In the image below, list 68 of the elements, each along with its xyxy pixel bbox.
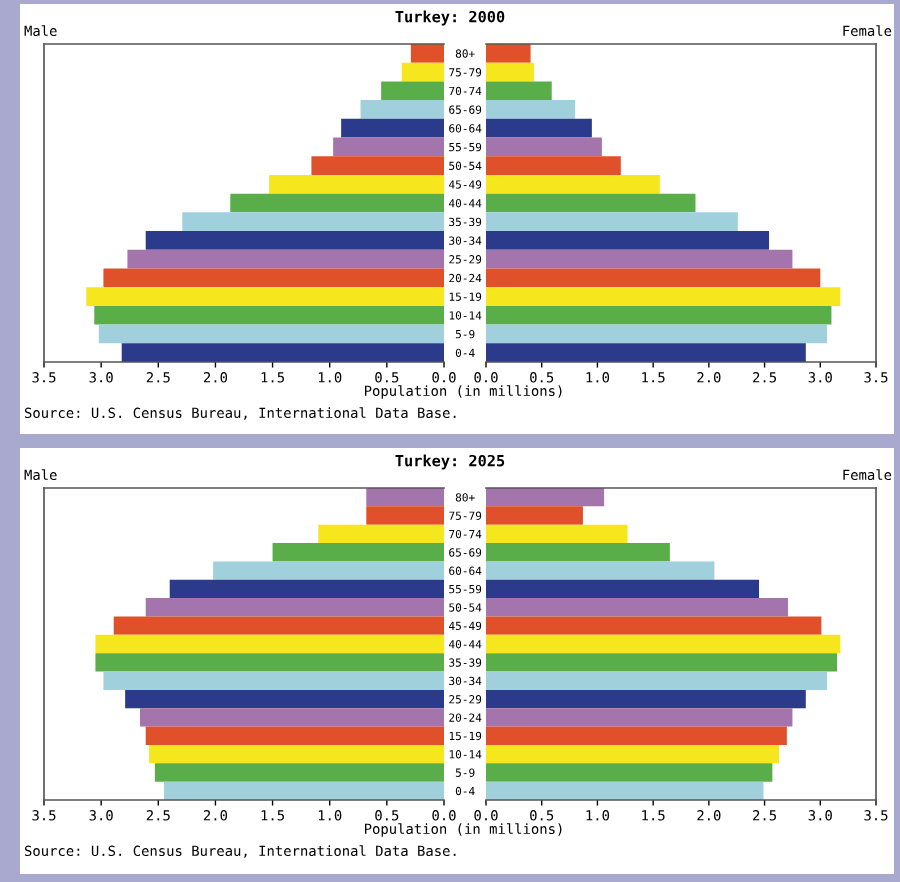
bar [486,100,576,119]
bar [94,305,444,325]
bar [410,44,444,63]
bar [486,156,621,175]
bar [360,100,444,119]
bar [311,156,444,175]
bar [341,118,444,138]
bar [486,249,793,269]
bar [486,287,841,306]
bar [86,287,444,306]
bar [486,488,605,507]
bar [140,708,444,727]
bar [486,305,832,325]
bar [113,616,444,635]
bar [269,174,444,194]
bar [366,488,444,507]
bar [164,781,444,800]
bar [486,62,534,82]
bar [95,653,444,672]
bar [272,543,444,562]
bar [95,634,444,654]
bar [486,634,841,654]
bar [486,343,806,362]
bar [486,689,806,709]
bar [486,524,628,544]
bar [318,524,444,544]
bar [103,671,444,690]
bar [381,81,444,101]
bar [98,324,444,344]
bar [486,616,822,635]
bar [213,561,444,580]
bar [486,506,583,525]
bar [486,212,738,232]
bar [333,137,444,157]
bar [230,193,444,213]
bar [145,598,444,617]
bar [121,343,444,362]
bar [486,598,788,617]
bar [486,744,780,764]
bar [486,653,837,672]
bar [182,212,444,232]
bar [486,231,770,250]
bar [145,231,444,250]
bar [127,249,444,269]
bar [486,81,552,101]
bar [486,781,764,800]
bar [486,174,660,194]
bar [401,62,444,82]
bar [486,579,759,599]
bar [169,579,444,599]
bar [486,763,773,782]
bar [103,268,444,288]
bar [486,671,827,690]
bar [366,506,444,525]
bar [486,193,696,213]
bar [486,543,670,562]
bar [154,763,444,782]
bar [125,689,444,709]
bar [486,324,827,344]
bar [486,118,592,138]
bar [486,268,821,288]
bar [486,708,793,727]
bar [486,561,715,580]
bar [486,137,602,157]
bar [486,726,787,745]
bar [145,726,444,745]
bar [149,744,444,764]
bar [486,44,531,63]
